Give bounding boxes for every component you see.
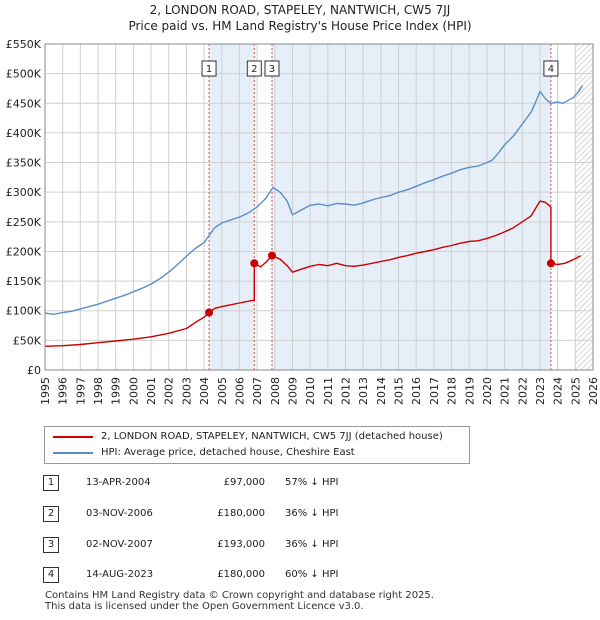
transaction-date: 14-AUG-2023	[86, 569, 154, 580]
transaction-number: 2	[43, 506, 59, 522]
sale-label-box	[543, 60, 559, 77]
y-tick-label: £150K	[6, 275, 42, 288]
x-tick-label: 2023	[534, 377, 547, 405]
sale-label: 3	[269, 64, 275, 75]
footer-licence: This data is licensed under the Open Gov…	[45, 601, 364, 612]
transaction-row: 4 14-AUG-2023 £180,000 60% ↓ HPI	[0, 566, 600, 584]
y-tick-label: £250K	[6, 216, 42, 229]
plot-frame	[44, 43, 594, 371]
x-tick-label: 2016	[410, 377, 423, 405]
x-tick-label: 2011	[322, 377, 335, 405]
transaction-hpi: 60% ↓ HPI	[285, 569, 339, 580]
x-tick-label: 2000	[127, 377, 140, 405]
transaction-price: £193,000	[217, 539, 265, 550]
sale-label-box	[201, 60, 217, 77]
transaction-row: 3 02-NOV-2007 £193,000 36% ↓ HPI	[0, 536, 600, 554]
x-tick-label: 2025	[569, 377, 582, 405]
transaction-price: £180,000	[217, 508, 265, 519]
transaction-row: 2 03-NOV-2006 £180,000 36% ↓ HPI	[0, 505, 600, 523]
y-tick-label: £500K	[6, 68, 42, 81]
transaction-hpi: 57% ↓ HPI	[285, 477, 339, 488]
transaction-date: 13-APR-2004	[86, 477, 151, 488]
x-tick-label: 2014	[375, 377, 388, 405]
sale-label: 2	[251, 64, 257, 75]
y-tick-label: £300K	[6, 186, 42, 199]
y-tick-label: £450K	[6, 97, 42, 110]
chart-subtitle: Price paid vs. HM Land Registry's House …	[128, 19, 472, 33]
x-tick-label: 1999	[110, 377, 123, 405]
y-tick-label: £350K	[6, 157, 42, 170]
legend-label-hpi: HPI: Average price, detached house, Ches…	[101, 447, 355, 458]
sale-point	[546, 259, 555, 268]
transaction-number: 4	[43, 567, 59, 583]
x-tick-label: 1996	[57, 377, 70, 405]
sale-label: 1	[206, 64, 212, 75]
x-tick-label: 2017	[428, 377, 441, 405]
footer-copyright: Contains HM Land Registry data © Crown c…	[45, 590, 434, 601]
price-chart: £0 £50K £100K £150K £200K £250K £300K £350K £400…	[6, 38, 600, 405]
legend-item-hpi: HPI: Average price, detached house, Ches…	[53, 445, 463, 461]
legend-swatch-property	[53, 436, 93, 438]
ownership-shade	[271, 44, 551, 370]
x-tick-label: 1997	[74, 377, 87, 405]
x-tick-label: 2021	[499, 377, 512, 405]
legend-item-property: 2, LONDON ROAD, STAPELEY, NANTWICH, CW5 …	[53, 429, 463, 445]
transaction-hpi: 36% ↓ HPI	[285, 508, 339, 519]
sale-label: 4	[548, 64, 554, 75]
y-tick-label: £200K	[6, 245, 42, 258]
sale-label-box	[264, 60, 280, 77]
transaction-price: £180,000	[217, 569, 265, 580]
y-tick-label: £400K	[6, 127, 42, 140]
transaction-number: 1	[43, 475, 59, 491]
x-tick-label: 2013	[357, 377, 370, 405]
chart-title: 2, LONDON ROAD, STAPELEY, NANTWICH, CW5 …	[149, 3, 451, 17]
x-tick-label: 2002	[163, 377, 176, 405]
x-tick-label: 1995	[39, 377, 52, 405]
sale-point	[205, 308, 214, 317]
x-tick-label: 2006	[233, 377, 246, 405]
x-tick-label: 2004	[198, 377, 211, 405]
x-tick-label: 2012	[340, 377, 353, 405]
x-tick-label: 2001	[145, 377, 158, 405]
transaction-row: 1 13-APR-2004 £97,000 57% ↓ HPI	[0, 474, 600, 492]
y-tick-label: £100K	[6, 305, 42, 318]
x-tick-label: 2018	[446, 377, 459, 405]
transaction-date: 02-NOV-2007	[86, 539, 153, 550]
hpi-line	[44, 85, 584, 315]
transaction-hpi: 36% ↓ HPI	[285, 539, 339, 550]
transaction-number: 3	[43, 537, 59, 553]
x-tick-label: 2008	[269, 377, 282, 405]
legend-label-property: 2, LONDON ROAD, STAPELEY, NANTWICH, CW5 …	[101, 431, 443, 442]
x-tick-label: 2009	[286, 377, 299, 405]
y-tick-label: £50K	[13, 334, 42, 347]
property-price-line	[44, 200, 581, 347]
ownership-shade	[209, 44, 255, 370]
x-tick-label: 1998	[92, 377, 105, 405]
y-tick-label: £0	[27, 364, 41, 377]
x-tick-label: 2020	[481, 377, 494, 405]
sale-point	[250, 259, 259, 268]
chart-legend: 2, LONDON ROAD, STAPELEY, NANTWICH, CW5 …	[44, 426, 470, 464]
legend-swatch-hpi	[53, 452, 93, 454]
x-tick-label: 2026	[587, 377, 600, 405]
x-tick-label: 2003	[180, 377, 193, 405]
forecast-hatch	[575, 44, 593, 370]
x-tick-label: 2024	[552, 377, 565, 405]
x-tick-label: 2022	[516, 377, 529, 405]
y-tick-label: £550K	[6, 38, 42, 51]
sale-label-box	[246, 60, 262, 77]
x-tick-label: 2010	[304, 377, 317, 405]
x-tick-label: 2015	[393, 377, 406, 405]
x-tick-label: 2019	[463, 377, 476, 405]
transaction-price: £97,000	[223, 477, 265, 488]
sale-point	[267, 251, 276, 260]
x-tick-label: 2005	[216, 377, 229, 405]
transaction-date: 03-NOV-2006	[86, 508, 153, 519]
x-tick-label: 2007	[251, 377, 264, 405]
